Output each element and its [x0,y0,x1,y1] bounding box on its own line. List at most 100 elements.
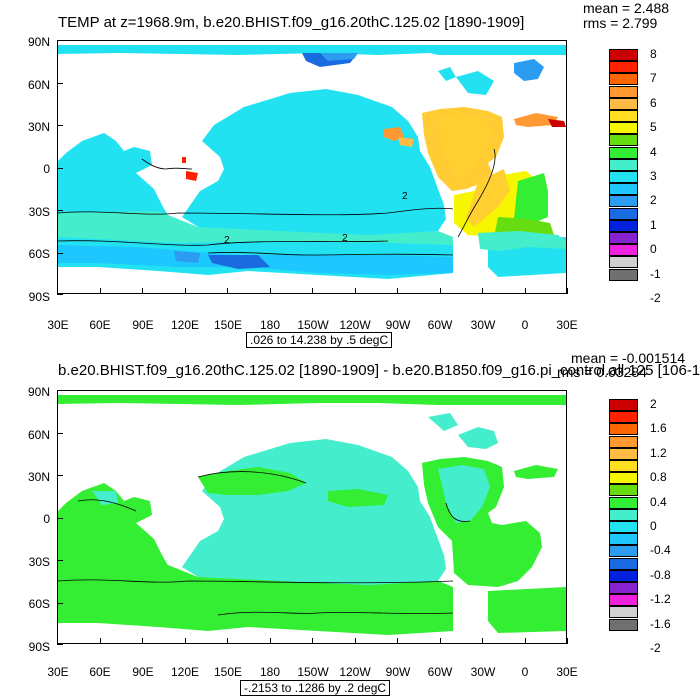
colorbar-box [609,447,638,460]
lat-label: 30S [28,205,50,219]
ocean-med [514,465,558,479]
colorbar-box [609,582,638,594]
lon-label: 150E [213,318,243,332]
panel-absolute-temperature: TEMP at z=1968.9m, b.e20.BHIST.f09_g16.2… [27,0,670,348]
ocean-caribbean [398,137,414,147]
colorbar-label: 8 [650,47,657,61]
contour-line [217,611,454,616]
colorbar-box [609,85,638,98]
lon-tick [269,638,271,644]
colorbar-box [609,183,638,196]
ocean-southern-east [488,587,566,633]
lat-tick [57,125,63,126]
colorbar-label: 0.4 [650,494,667,509]
lat-tick [57,432,63,434]
ocean-pacific [182,89,446,241]
lat-tick [57,40,63,41]
contour-range-subtitle: -.2153 to .1286 by .2 degC [240,680,391,696]
colorbar-label: 1.2 [650,445,667,460]
lon-label: 150E [213,665,243,679]
lat-tick [57,167,63,169]
colorbar-box [609,484,638,497]
colorbar-label: 2 [650,193,657,208]
plot-title: TEMP at z=1968.9m, b.e20.BHIST.f09_g16.2… [58,14,525,31]
lon-tick [397,638,398,644]
colorbar-box [609,49,638,61]
colorbar-box [609,61,638,74]
lon-label: 60W [427,318,453,332]
colorbar-label: 0 [650,242,657,257]
colorbar-box [609,533,638,546]
ocean-southern-deep-2 [174,251,200,263]
lon-label: 150W [297,665,329,679]
ocean-warm-spot [186,171,198,181]
lat-label: 60N [27,78,50,92]
lat-tick [57,390,63,391]
lat-tick [57,252,63,254]
map-plot: 2 2 2 [57,40,567,294]
lon-label: 0 [521,665,529,679]
lon-tick [397,288,398,294]
ocean-atlantic-eq [466,169,510,227]
lon-tick [57,638,58,644]
colorbar-box [609,232,638,244]
colorbar-box [609,171,638,183]
lat-tick [57,475,63,476]
ocean-north-atl-cyan [458,427,498,449]
lon-label: 180 [259,318,281,332]
lon-label: 120W [339,665,371,679]
colorbar-label: 0 [650,519,657,533]
contour-line [197,471,307,484]
colorbar-label: -1 [650,266,661,281]
panel-temperature-difference: b.e20.BHIST.f09_g16.20thC.125.02 [1890-1… [0,350,700,700]
map-field [58,395,566,635]
colorbar-label: -2 [650,641,661,655]
colorbar-label: 4 [650,144,657,159]
lat-label: 60S [28,597,50,611]
lon-tick [227,638,228,644]
ocean-arctic [58,45,566,55]
lon-tick [57,288,58,294]
lon-label: 30E [47,318,69,332]
colorbar-box [609,411,638,424]
colorbar-box [609,472,638,485]
ocean-southern-1 [58,211,453,249]
ocean-labrador [428,413,458,431]
colorbar-box [609,399,638,411]
map-field: 2 2 2 [58,45,566,279]
colorbar-box [609,244,638,257]
contour-line [445,502,471,522]
colorbar-label: 1.6 [650,421,667,436]
colorbar-box [609,268,638,281]
lon-label: 30E [47,665,69,679]
colorbar-box [609,122,638,135]
map-plot [57,390,567,644]
contour-line [58,240,389,246]
ocean-labrador [438,67,456,81]
lon-label: 90W [385,665,411,679]
colorbar-label: -2 [650,291,661,305]
colorbar-box [609,521,638,533]
mean-value: mean = 2.488 [583,0,670,16]
lon-label: 120E [170,318,200,332]
ocean-southern [58,561,453,635]
ocean-arctic-blue [320,53,358,61]
lon-tick [567,638,568,644]
ocean-pacific-green-2 [328,489,388,507]
lon-tick [184,288,186,294]
colorbar-label: 3 [650,169,657,183]
ocean-indian-cyan [92,491,118,505]
lon-tick [524,638,526,644]
colorbar-box [609,508,638,521]
lon-label: 120W [339,318,371,332]
colorbar-box [609,207,638,220]
lat-tick [57,602,63,604]
rms-value: rms = 0.03284 [557,364,647,380]
colorbar-label: -1.2 [650,592,671,607]
lon-tick [354,288,356,294]
colorbar-label: 2 [650,397,657,411]
ocean-warm-spot-2 [182,157,186,163]
lon-tick [567,288,568,294]
contour-line [207,252,454,256]
lon-tick [524,288,526,294]
